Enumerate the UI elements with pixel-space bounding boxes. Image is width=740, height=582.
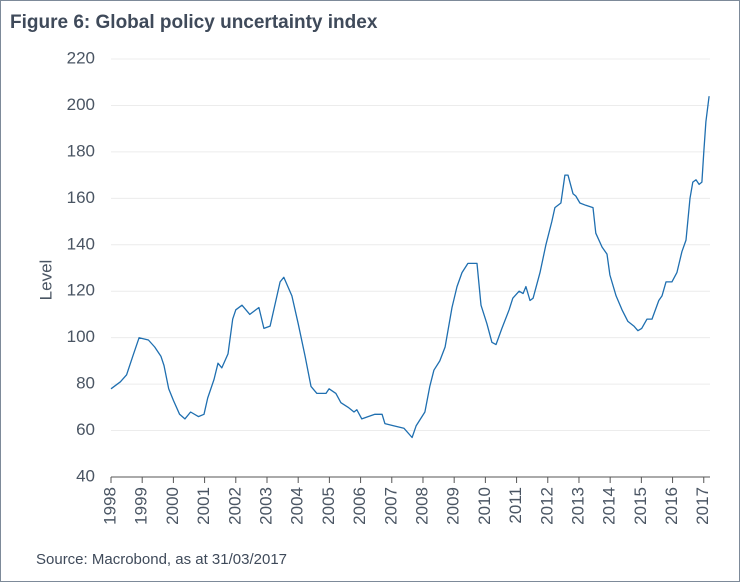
- x-tick-label: 2012: [537, 487, 556, 525]
- y-tick-label: 180: [67, 141, 95, 160]
- y-tick-label: 140: [67, 234, 95, 253]
- y-tick-label: 120: [67, 281, 95, 300]
- y-axis-label: Level: [36, 260, 55, 301]
- y-tick-label: 160: [67, 188, 95, 207]
- x-tick-label: 2009: [444, 487, 463, 525]
- x-tick-label: 2017: [693, 487, 712, 525]
- y-tick-label: 80: [76, 374, 95, 393]
- x-tick-label: 2015: [631, 487, 650, 525]
- x-tick-label: 1998: [100, 487, 119, 525]
- x-tick-label: 2014: [600, 487, 619, 525]
- x-tick-label: 2011: [506, 487, 525, 524]
- x-tick-label: 2008: [412, 487, 431, 525]
- x-tick-label: 1999: [132, 487, 151, 525]
- x-tick-label: 2005: [319, 487, 338, 525]
- y-tick-label: 60: [76, 420, 95, 439]
- x-tick-label: 2016: [662, 487, 681, 525]
- x-tick-label: 2010: [475, 487, 494, 525]
- x-tick-label: 2000: [163, 487, 182, 525]
- y-tick-label: 40: [76, 466, 95, 485]
- chart-title: Figure 6: Global policy uncertainty inde…: [10, 12, 378, 33]
- x-tick-label: 2006: [350, 487, 369, 525]
- x-tick-label: 2002: [225, 487, 244, 525]
- x-tick-label: 2003: [256, 487, 275, 525]
- x-tick-label: 2001: [194, 487, 213, 525]
- source-note: Source: Macrobond, as at 31/03/2017: [36, 551, 287, 568]
- x-tick-label: 2013: [568, 487, 587, 525]
- x-tick-label: 2007: [381, 487, 400, 525]
- y-tick-label: 100: [67, 327, 95, 346]
- y-tick-label: 220: [67, 48, 95, 67]
- x-tick-label: 2004: [288, 487, 307, 525]
- data-line: [110, 96, 710, 439]
- y-tick-label: 200: [67, 95, 95, 114]
